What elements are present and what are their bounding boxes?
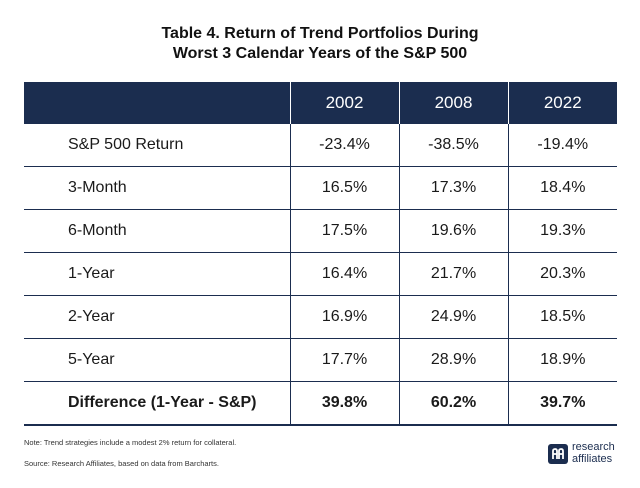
cell-value: 17.3% (398, 166, 508, 210)
table-row: 6-Month 17.5% 19.6% 19.3% (24, 209, 617, 253)
cell-value: 17.5% (289, 209, 399, 253)
cell-value: 16.9% (289, 295, 399, 339)
table-row: 3-Month 16.5% 17.3% 18.4% (24, 166, 617, 210)
cell-value: 16.5% (289, 166, 399, 210)
header-2008: 2008 (398, 82, 508, 124)
header-2002: 2002 (289, 82, 399, 124)
ra-logo-icon (548, 444, 568, 464)
logo-text: research affiliates (572, 441, 615, 465)
cell-value: 17.7% (289, 338, 399, 382)
table-row-difference: Difference (1-Year - S&P) 39.8% 60.2% 39… (24, 381, 617, 425)
table-row: 5-Year 17.7% 28.9% 18.9% (24, 338, 617, 382)
row-label: 3-Month (68, 179, 127, 196)
source-note: Source: Research Affiliates, based on da… (24, 459, 219, 468)
row-label: 5-Year (68, 351, 115, 368)
row-label: 6-Month (68, 222, 127, 239)
row-label: Difference (1-Year - S&P) (68, 394, 257, 411)
table-title-line2: Worst 3 Calendar Years of the S&P 500 (172, 45, 468, 62)
footnote: Note: Trend strategies include a modest … (24, 438, 237, 447)
cell-value: 39.8% (289, 381, 399, 425)
header-empty-cell (24, 82, 290, 124)
cell-value: 19.6% (398, 209, 508, 253)
cell-value: 60.2% (398, 381, 508, 425)
cell-value: -38.5% (398, 124, 508, 167)
table-row: 1-Year 16.4% 21.7% 20.3% (24, 252, 617, 296)
table-header-row: 2002 2008 2022 (24, 82, 617, 124)
cell-value: 18.4% (507, 166, 617, 210)
cell-value: 16.4% (289, 252, 399, 296)
row-label: 1-Year (68, 265, 115, 282)
cell-value: 19.3% (507, 209, 617, 253)
row-label: 2-Year (68, 308, 115, 325)
logo-text-line1: research (572, 441, 615, 453)
table-title: Table 4. Return of Trend Portfolios Duri… (0, 24, 640, 64)
row-label: S&P 500 Return (68, 136, 184, 153)
cell-value: 28.9% (398, 338, 508, 382)
cell-value: 21.7% (398, 252, 508, 296)
table-title-line1: Table 4. Return of Trend Portfolios Duri… (161, 25, 479, 42)
header-2022: 2022 (507, 82, 617, 124)
cell-value: 39.7% (507, 381, 617, 425)
returns-table: 2002 2008 2022 S&P 500 Return -23.4% -38… (24, 82, 617, 426)
logo-text-line2: affiliates (572, 453, 613, 465)
cell-value: 24.9% (398, 295, 508, 339)
table-row: 2-Year 16.9% 24.9% 18.5% (24, 295, 617, 339)
research-affiliates-logo: research affiliates (548, 440, 628, 470)
cell-value: 18.9% (507, 338, 617, 382)
cell-value: 18.5% (507, 295, 617, 339)
cell-value: -23.4% (289, 124, 399, 167)
cell-value: 20.3% (507, 252, 617, 296)
cell-value: -19.4% (507, 124, 617, 167)
table-row: S&P 500 Return -23.4% -38.5% -19.4% (24, 124, 617, 167)
